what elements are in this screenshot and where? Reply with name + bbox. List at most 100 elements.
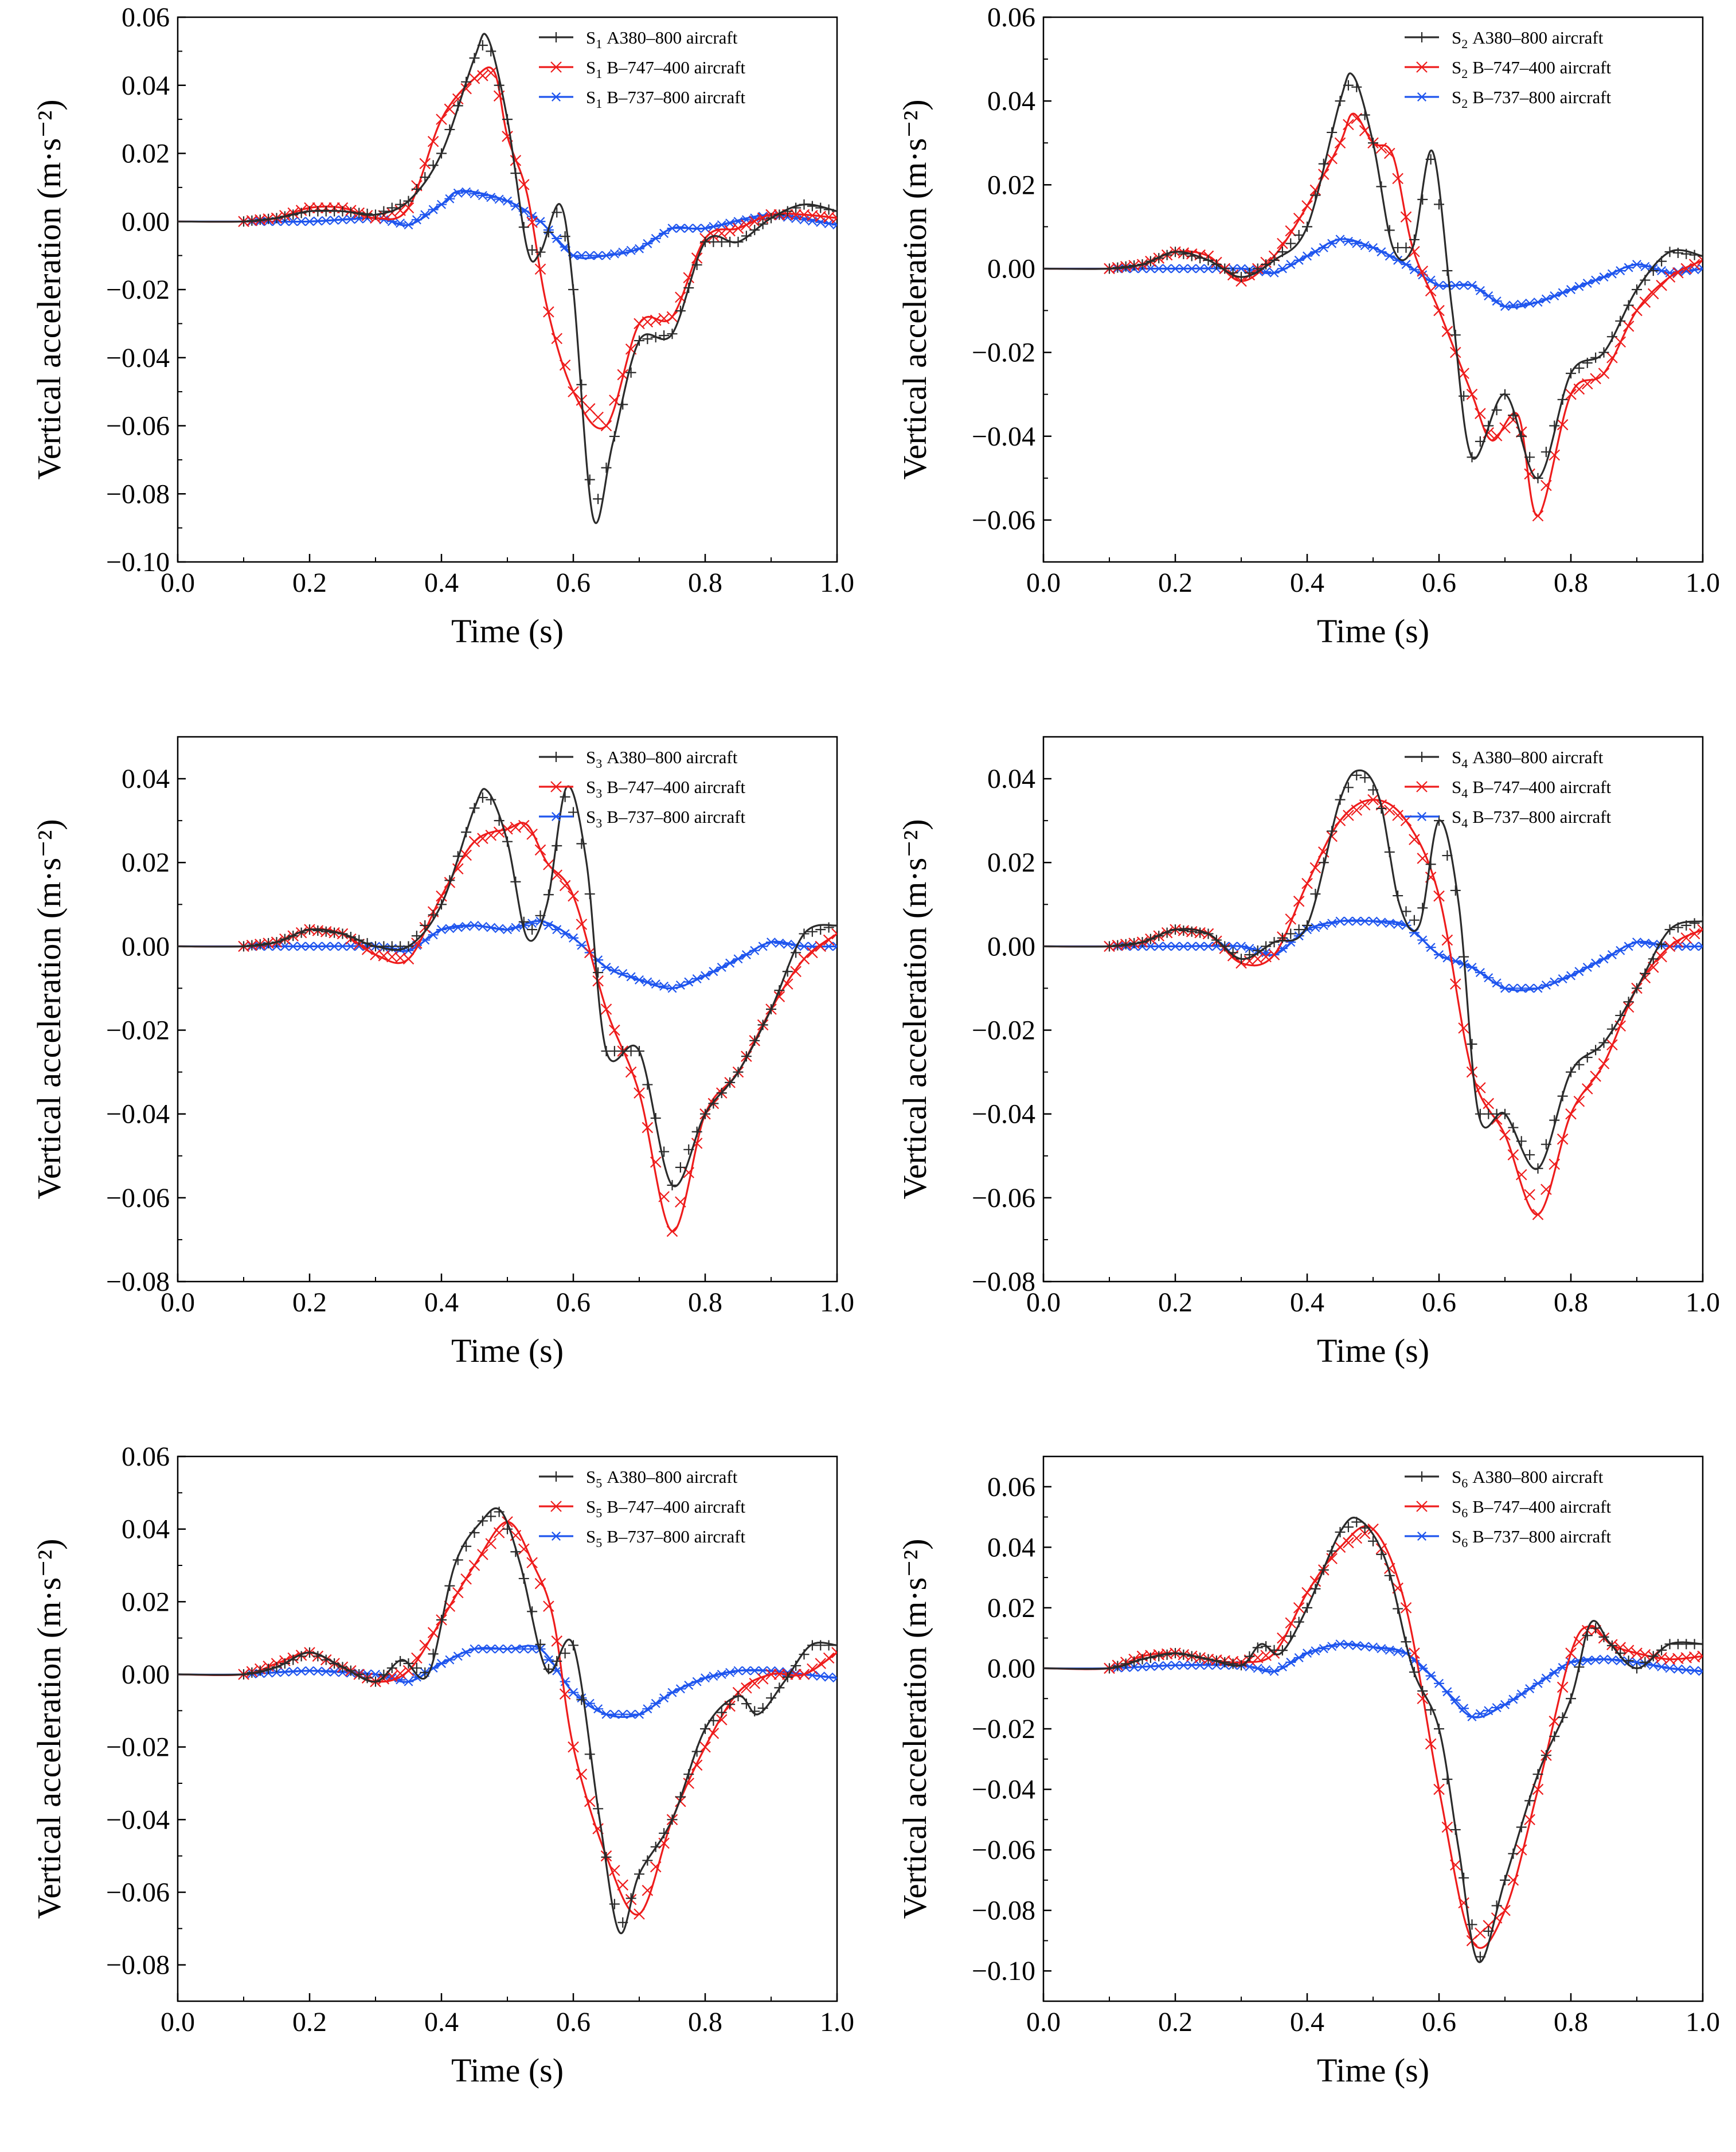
- data-point: [518, 179, 530, 190]
- data-point: [1137, 259, 1148, 270]
- data-point: [461, 1648, 472, 1657]
- data-point: [1557, 1712, 1568, 1723]
- data-point: [1459, 951, 1469, 962]
- y-tick-label: 0.00: [122, 1659, 170, 1690]
- legend-marker: [1417, 1532, 1427, 1541]
- data-point: [1574, 1059, 1585, 1070]
- data-point: [386, 202, 397, 213]
- data-point: [1293, 1616, 1304, 1627]
- series-line-b-747-400: [1043, 112, 1703, 517]
- data-point: [1680, 932, 1692, 944]
- y-tick-label: 0.06: [987, 1472, 1035, 1502]
- data-point: [1425, 154, 1436, 165]
- data-point: [1393, 920, 1403, 929]
- data-point: [469, 1528, 480, 1538]
- data-point: [1211, 259, 1222, 270]
- data-point: [1285, 238, 1296, 249]
- data-point: [510, 201, 521, 211]
- legend-label: S2 A380–800 aircraft: [1452, 28, 1604, 51]
- data-point: [534, 844, 546, 856]
- data-point: [518, 222, 529, 233]
- data-point: [1491, 296, 1502, 306]
- data-point: [642, 1855, 653, 1866]
- x-tick-label: 1.0: [1686, 568, 1720, 598]
- data-point: [378, 1669, 389, 1680]
- data-point: [593, 494, 604, 505]
- data-point: [1524, 1149, 1535, 1160]
- data-point: [403, 196, 414, 206]
- data-point: [1154, 253, 1164, 264]
- data-point: [1698, 251, 1703, 261]
- y-tick-label: −0.08: [106, 1950, 170, 1981]
- x-tick-label: 0.4: [1290, 568, 1324, 598]
- data-point: [403, 1658, 414, 1669]
- data-point: [675, 1162, 686, 1173]
- data-point: [1491, 1114, 1503, 1125]
- data-point: [699, 1741, 711, 1753]
- data-point: [1500, 302, 1510, 311]
- data-point: [1598, 272, 1609, 282]
- data-point: [1632, 284, 1642, 295]
- data-point: [395, 218, 406, 228]
- data-point: [1244, 944, 1255, 954]
- x-tick-label: 0.2: [292, 1287, 327, 1318]
- y-tick-label: −0.08: [106, 479, 170, 509]
- chart-svg-s1: 0.0 0.2 0.4 0.6 0.8 1.0 −0.10 −0.08 −0.06 −0.04 −0…: [30, 2, 854, 650]
- y-tick-label: −0.10: [972, 1956, 1035, 1986]
- data-point: [1475, 1709, 1485, 1719]
- x-tick-label: 0.0: [1026, 568, 1061, 598]
- data-point: [1499, 1904, 1511, 1916]
- data-point: [1268, 949, 1280, 960]
- data-point: [1383, 1563, 1395, 1575]
- data-point: [1137, 937, 1148, 948]
- data-point: [1409, 834, 1420, 845]
- y-tick-label: −0.06: [106, 1183, 170, 1213]
- data-point: [593, 967, 604, 978]
- data-point: [1252, 945, 1263, 956]
- data-point: [1697, 1650, 1703, 1662]
- data-point: [1409, 265, 1420, 275]
- data-point: [741, 1051, 752, 1062]
- data-point: [1302, 251, 1312, 261]
- data-point: [271, 213, 282, 224]
- data-point: [1434, 1724, 1444, 1734]
- data-point: [486, 46, 496, 57]
- data-point: [370, 1676, 381, 1687]
- data-point: [1491, 978, 1502, 988]
- data-point: [1640, 968, 1651, 979]
- data-point: [659, 229, 670, 239]
- data-point: [469, 189, 480, 198]
- data-point: [741, 231, 752, 241]
- data-point: [1449, 978, 1461, 990]
- data-point: [1335, 96, 1346, 107]
- data-point: [733, 236, 744, 247]
- data-point: [807, 201, 818, 212]
- data-point: [1581, 1083, 1593, 1095]
- x-axis-title: Time (s): [1317, 1332, 1429, 1369]
- chart-svg-s4: 0.0 0.2 0.4 0.6 0.8 1.0 −0.08 −0.06 −0.04 −0.02 0.…: [896, 736, 1720, 1369]
- data-point: [510, 155, 522, 166]
- data-point: [1689, 1666, 1700, 1675]
- data-point: [1227, 267, 1238, 278]
- data-point: [1475, 436, 1485, 447]
- data-point: [1211, 1655, 1222, 1666]
- data-point: [1293, 255, 1304, 265]
- data-point: [1434, 950, 1444, 959]
- data-point: [650, 1156, 662, 1168]
- data-point: [1400, 1602, 1412, 1614]
- x-tick-label: 0.6: [556, 568, 591, 598]
- data-point: [1367, 1523, 1379, 1535]
- data-point: [617, 399, 628, 410]
- data-point: [1557, 1091, 1568, 1102]
- data-point: [774, 1682, 785, 1693]
- data-point: [1318, 920, 1329, 930]
- data-point: [1244, 950, 1255, 960]
- data-point: [1441, 1821, 1453, 1833]
- x-tick-label: 0.2: [1158, 568, 1192, 598]
- data-point: [436, 200, 447, 209]
- data-point: [1672, 267, 1684, 279]
- y-axis-title: Vertical acceleration (m·s⁻²): [896, 819, 933, 1199]
- data-point: [1120, 261, 1131, 272]
- y-tick-label: 0.04: [987, 86, 1035, 116]
- x-tick-label: 0.4: [424, 1287, 459, 1318]
